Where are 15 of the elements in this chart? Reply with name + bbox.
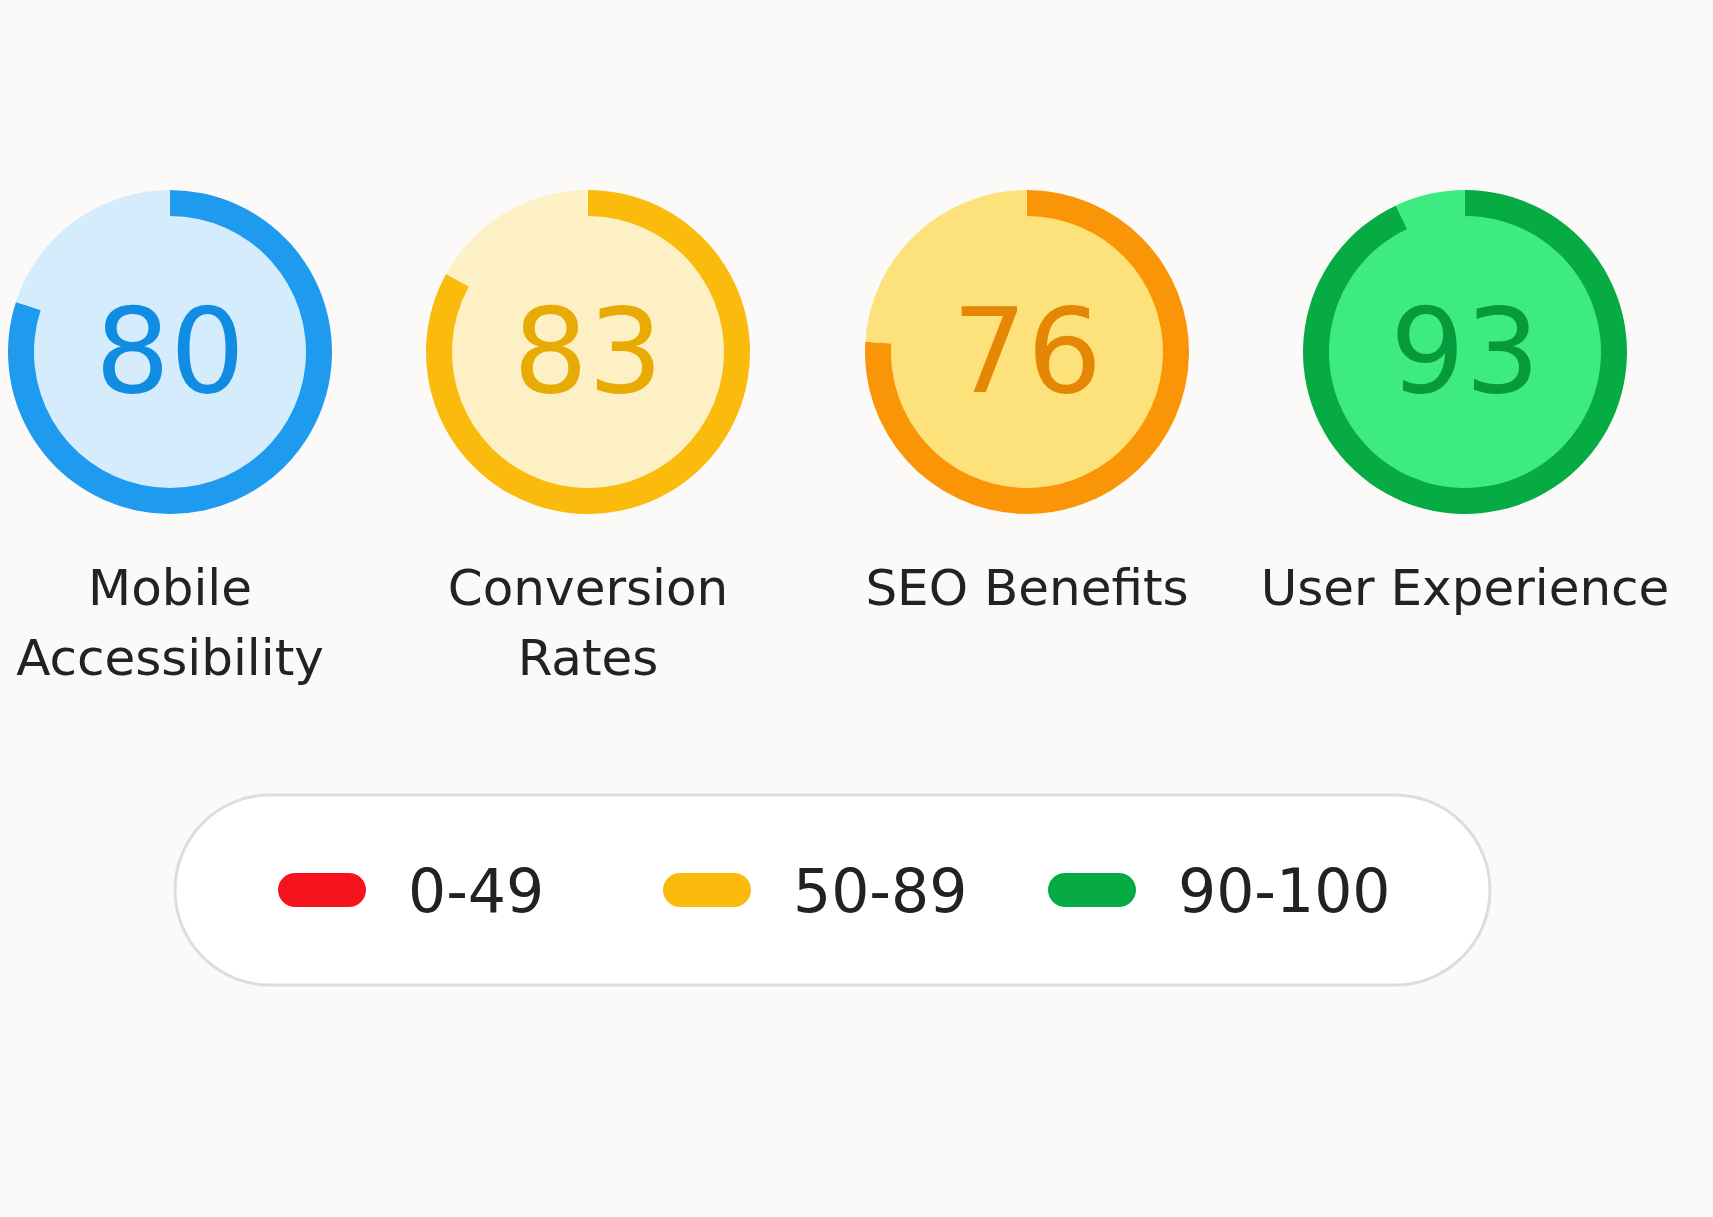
text: Mobile Accessibility [16,559,324,687]
donut-slice [1303,190,1627,514]
text: User Experience [1260,559,1670,617]
donut-slice [8,190,332,514]
donut-slice [865,190,1189,514]
category-label: 0-49 [408,856,545,926]
data-label: 80 [94,282,246,420]
text: SEO Benefits [865,559,1189,617]
data-label: 76 [951,282,1103,420]
category-label: 50-89 [793,856,968,926]
donut-slice [426,190,750,514]
text: Conversion Rates [447,559,729,687]
data-label: 93 [1389,282,1541,420]
category-label: 90-100 [1178,856,1391,926]
data-label: 83 [512,282,664,420]
